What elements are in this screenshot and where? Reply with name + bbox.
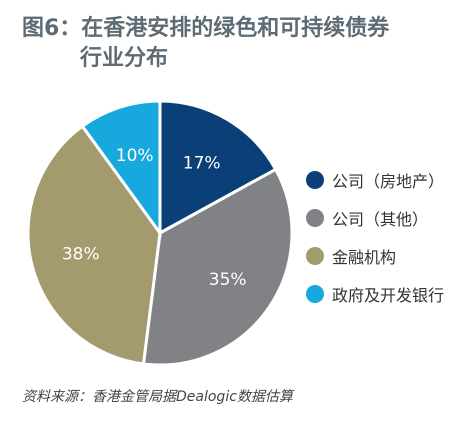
legend-swatch [306, 247, 324, 265]
chart-title: 图6：在香港安排的绿色和可持续债券 行业分布 [22, 14, 452, 74]
chart-title-line-1: 图6：在香港安排的绿色和可持续债券 [22, 16, 390, 41]
legend-item-government: 政府及开发银行 [306, 281, 444, 307]
chart-title-line-2: 行业分布 [80, 46, 169, 71]
legend-item-real-estate: 公司（房地产） [306, 167, 444, 193]
pie-slice [158, 99, 278, 236]
pie-slice [26, 124, 162, 366]
slice-value-label: 10% [116, 146, 154, 166]
slice-value-label: 38% [62, 244, 100, 264]
legend-label: 金融机构 [332, 248, 397, 267]
source-note: 资料来源：香港金管局据Dealogic数据估算 [22, 389, 293, 405]
legend-swatch [306, 171, 324, 189]
pie-slice [141, 167, 294, 367]
legend-label: 公司（房地产） [332, 172, 445, 191]
legend-swatch [306, 209, 324, 227]
legend-item-financial-institutions: 金融机构 [306, 243, 444, 269]
pie-slice [80, 99, 162, 238]
legend-swatch [306, 285, 324, 303]
legend-label: 公司（其他） [332, 210, 429, 229]
legend-item-corporate-other: 公司（其他） [306, 205, 444, 231]
chart-legend: 公司（房地产） 公司（其他） 金融机构 政府及开发银行 [306, 167, 444, 319]
legend-label: 政府及开发银行 [332, 286, 445, 305]
slice-value-label: 35% [209, 270, 247, 290]
slice-value-label: 17% [183, 154, 221, 174]
